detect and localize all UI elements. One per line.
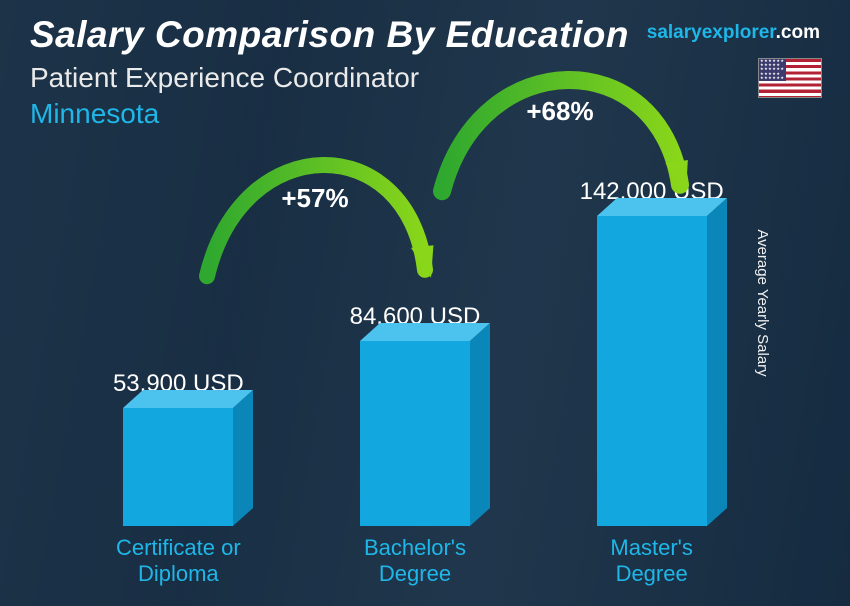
bar: 84,600 USD [315, 303, 515, 526]
bar-label: Master'sDegree [552, 535, 752, 586]
bar: 53,900 USD [78, 370, 278, 526]
bar-label: Certificate orDiploma [78, 535, 278, 586]
bar-shape [597, 198, 729, 528]
bar-shape [123, 390, 255, 528]
bar-chart: 53,900 USD 84,600 USD 142,000 USD Cer [60, 170, 770, 586]
site-brand: salaryexplorer.com [647, 22, 820, 44]
chart-subtitle: Patient Experience Coordinator [30, 62, 820, 94]
site-brand-suffix: .com [776, 22, 820, 43]
bar-label: Bachelor'sDegree [315, 535, 515, 586]
us-flag-icon [758, 58, 822, 98]
chart-location: Minnesota [30, 98, 820, 130]
labels-container: Certificate orDiploma Bachelor'sDegree Mas… [60, 535, 770, 586]
bar-shape [360, 323, 492, 528]
bar: 142,000 USD [552, 178, 752, 526]
site-brand-name: salaryexplorer [647, 22, 776, 43]
bars-container: 53,900 USD 84,600 USD 142,000 USD [60, 170, 770, 526]
